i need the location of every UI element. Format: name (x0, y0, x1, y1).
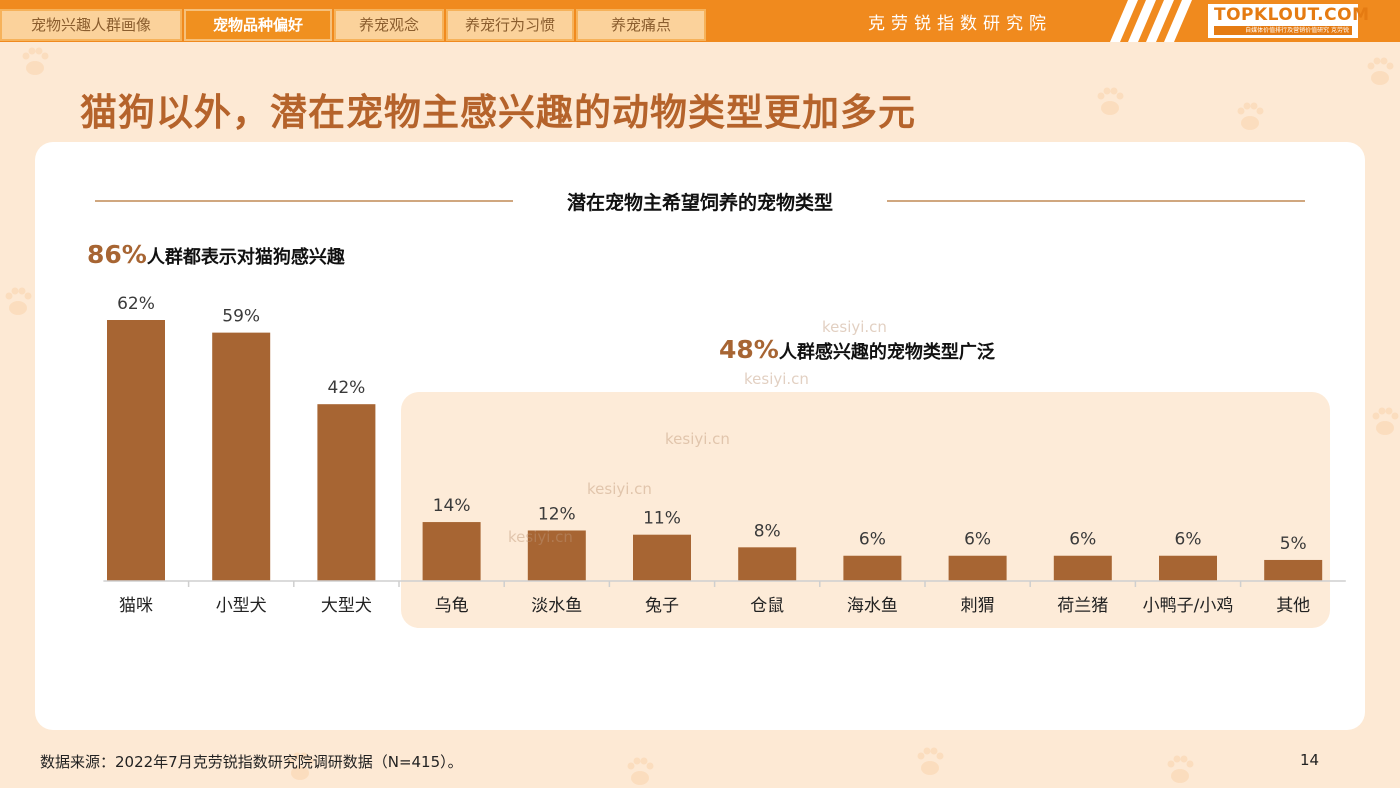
topklout-logo: TOPKLOUT.COM 自媒体价值排行及营销价值研究 克劳锐 (1208, 4, 1369, 38)
bar (107, 320, 165, 581)
bar-value-label: 6% (1069, 530, 1096, 550)
category-label: 乌龟 (435, 596, 469, 616)
logo-subtitle: 自媒体价值排行及营销价值研究 克劳锐 (1214, 26, 1352, 35)
category-label: 兔子 (645, 596, 679, 616)
tab-pet-keeping-concepts[interactable]: 养宠观念 (334, 9, 444, 41)
page-title: 猫狗以外，潜在宠物主感兴趣的动物类型更加多元 (80, 91, 916, 134)
annotation-other-pets-text: 人群感兴趣的宠物类型广泛 (779, 341, 995, 363)
bar (1053, 555, 1112, 581)
tab-pet-keeping-pain-points[interactable]: 养宠痛点 (576, 9, 706, 41)
bar-value-label: 14% (433, 496, 471, 516)
tab-pet-keeping-habits[interactable]: 养宠行为习惯 (446, 9, 574, 41)
bar-value-label: 6% (859, 530, 886, 550)
tab-pet-interest-profile[interactable]: 宠物兴趣人群画像 (0, 9, 182, 41)
annotation-other-pets-percent: 48% (719, 335, 779, 364)
category-label: 小鸭子/小鸡 (1143, 596, 1234, 616)
bar (633, 534, 691, 581)
tab-pet-breed-preference[interactable]: 宠物品种偏好 (184, 9, 332, 41)
bar-chart: 潜在宠物主希望饲养的宠物类型 86%人群都表示对猫狗感兴趣 48%人群感兴趣的宠… (87, 191, 1346, 628)
bar-value-label: 42% (328, 378, 366, 398)
bar (843, 555, 902, 581)
bar-value-label: 12% (538, 504, 576, 524)
bar-value-label: 62% (117, 294, 155, 314)
bar-value-label: 11% (643, 509, 681, 529)
bar (527, 530, 586, 581)
annotation-cats-dogs-percent: 86% (87, 240, 147, 269)
bar-value-label: 59% (222, 307, 260, 327)
data-source-note: 数据来源：2022年7月克劳锐指数研究院调研数据（N=415）。 (40, 753, 463, 771)
category-label: 荷兰猪 (1057, 596, 1108, 616)
annotation-other-pets: 48%人群感兴趣的宠物类型广泛 (719, 335, 995, 364)
bar (212, 332, 271, 581)
chart-title: 潜在宠物主希望饲养的宠物类型 (567, 191, 833, 214)
category-label: 猫咪 (119, 596, 153, 616)
top-bar: 宠物兴趣人群画像 宠物品种偏好 养宠观念 养宠行为习惯 养宠痛点 克劳锐指数研究… (0, 0, 1400, 42)
annotation-cats-dogs-text: 人群都表示对猫狗感兴趣 (147, 246, 346, 268)
bar-value-label: 6% (964, 530, 991, 550)
category-label: 刺猬 (961, 596, 995, 616)
bar (1264, 559, 1323, 581)
category-label: 小型犬 (216, 596, 267, 616)
bar-value-label: 8% (754, 521, 781, 541)
bar (422, 522, 481, 581)
bar (317, 404, 376, 581)
bars-group: 62% 猫咪 59% 小型犬 42% 大型犬 14% 乌龟 12% 淡水鱼 11% 兔子 8% 仓鼠 6% 海… (107, 294, 1323, 616)
category-label: 其他 (1276, 596, 1310, 616)
category-label: 淡水鱼 (531, 596, 582, 616)
x-axis-ticks (187, 581, 1242, 587)
bar (738, 547, 797, 581)
page-number: 14 (1300, 751, 1320, 769)
bar (1159, 555, 1217, 581)
decorative-stripes (1110, 0, 1192, 42)
category-label: 仓鼠 (750, 596, 784, 616)
institute-name: 克劳锐指数研究院 (868, 14, 1052, 34)
bar-value-label: 6% (1175, 530, 1202, 550)
annotation-cats-dogs: 86%人群都表示对猫狗感兴趣 (87, 240, 346, 269)
bar-value-label: 5% (1280, 534, 1307, 554)
bar (948, 555, 1007, 581)
category-label: 大型犬 (321, 596, 372, 616)
logo-text: TOPKLOUT.COM (1214, 5, 1370, 25)
category-label: 海水鱼 (847, 596, 898, 616)
